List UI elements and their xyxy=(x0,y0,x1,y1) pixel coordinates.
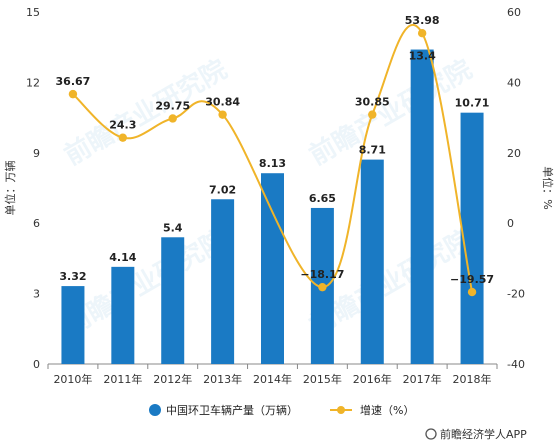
bar xyxy=(360,159,384,364)
bar xyxy=(111,266,135,364)
y-tick-label: 0 xyxy=(33,358,40,371)
bar-value-label: 6.65 xyxy=(309,192,336,205)
y2-tick-label: 40 xyxy=(507,76,521,89)
legend-bar-label: 中国环卫车辆产量（万辆） xyxy=(166,403,298,417)
bar-value-label: 10.71 xyxy=(455,97,490,110)
line-point xyxy=(417,28,427,38)
legend-line-label: 增速（%） xyxy=(360,403,414,417)
y-tick-label: 15 xyxy=(26,6,40,19)
bar-value-label: 8.13 xyxy=(259,157,286,170)
line-value-label: 24.3 xyxy=(109,119,136,132)
y-axis-title: 单位：万辆 xyxy=(3,161,17,216)
watermark-text: 前瞻产业研究院 xyxy=(59,54,232,172)
y2-tick-label: 0 xyxy=(507,217,514,230)
y2-axis-title: 单位：% xyxy=(541,166,555,209)
watermark-text: 前瞻产业研究院 xyxy=(304,54,477,172)
x-tick-label: 2014年 xyxy=(253,372,292,386)
bar xyxy=(211,199,235,364)
bar-value-label: 7.02 xyxy=(209,183,236,196)
bar-series xyxy=(61,49,484,365)
line-value-label: 53.98 xyxy=(405,14,440,27)
source-footer: 前瞻经济学人APP xyxy=(425,427,527,441)
x-tick-label: 2013年 xyxy=(203,372,242,386)
x-tick-label: 2015年 xyxy=(303,372,342,386)
line-point xyxy=(368,110,377,119)
bar-value-label: 3.32 xyxy=(59,270,86,283)
x-tick-label: 2018年 xyxy=(453,372,492,386)
line-point xyxy=(168,114,177,123)
line-point xyxy=(467,287,477,297)
line-series xyxy=(68,24,477,297)
legend-line-marker xyxy=(337,406,345,414)
bar-value-label: 13.4 xyxy=(409,50,436,63)
bar xyxy=(261,173,284,364)
bar-value-label: 5.4 xyxy=(163,221,183,234)
legend: 中国环卫车辆产量（万辆） 增速（%） xyxy=(149,403,414,417)
x-tick-label: 2016年 xyxy=(353,372,392,386)
bar xyxy=(460,112,484,364)
y2-tick-label: -40 xyxy=(507,358,525,371)
source-label: 前瞻经济学人APP xyxy=(440,427,527,441)
bar xyxy=(161,237,185,364)
x-tick-label: 2011年 xyxy=(103,372,142,386)
line-value-label: 29.75 xyxy=(155,99,190,112)
bar xyxy=(410,49,434,365)
source-logo-icon xyxy=(425,428,437,440)
y2-tick-label: -20 xyxy=(507,288,525,301)
line-point xyxy=(218,110,227,119)
bar xyxy=(61,286,85,364)
line-value-label: 30.85 xyxy=(355,96,390,109)
y-tick-label: 3 xyxy=(33,288,40,301)
y-tick-label: 12 xyxy=(26,76,40,89)
x-tick-label: 2012年 xyxy=(153,372,192,386)
line-value-label: 30.84 xyxy=(205,96,240,109)
line-value-label: −19.57 xyxy=(450,273,494,286)
x-tick-label: 2017年 xyxy=(403,372,442,386)
bar-value-label: 4.14 xyxy=(109,251,136,264)
bar-value-label: 8.71 xyxy=(359,144,386,157)
y-tick-label: 6 xyxy=(33,217,40,230)
y-tick-label: 9 xyxy=(33,147,40,160)
data-labels: 3.32 4.14 5.4 7.02 8.13 6.65 8.71 13.4 10.71 36.6… xyxy=(56,14,495,286)
line-point xyxy=(118,133,128,142)
line-point xyxy=(318,282,327,292)
y2-tick-label: 20 xyxy=(507,147,521,160)
y2-tick-label: 60 xyxy=(507,6,521,19)
x-tick-label: 2010年 xyxy=(53,372,92,386)
line-value-label: 36.67 xyxy=(56,75,91,88)
legend-bar-swatch xyxy=(149,404,161,416)
line-point xyxy=(68,89,78,99)
line-value-label: −18.17 xyxy=(300,268,344,281)
